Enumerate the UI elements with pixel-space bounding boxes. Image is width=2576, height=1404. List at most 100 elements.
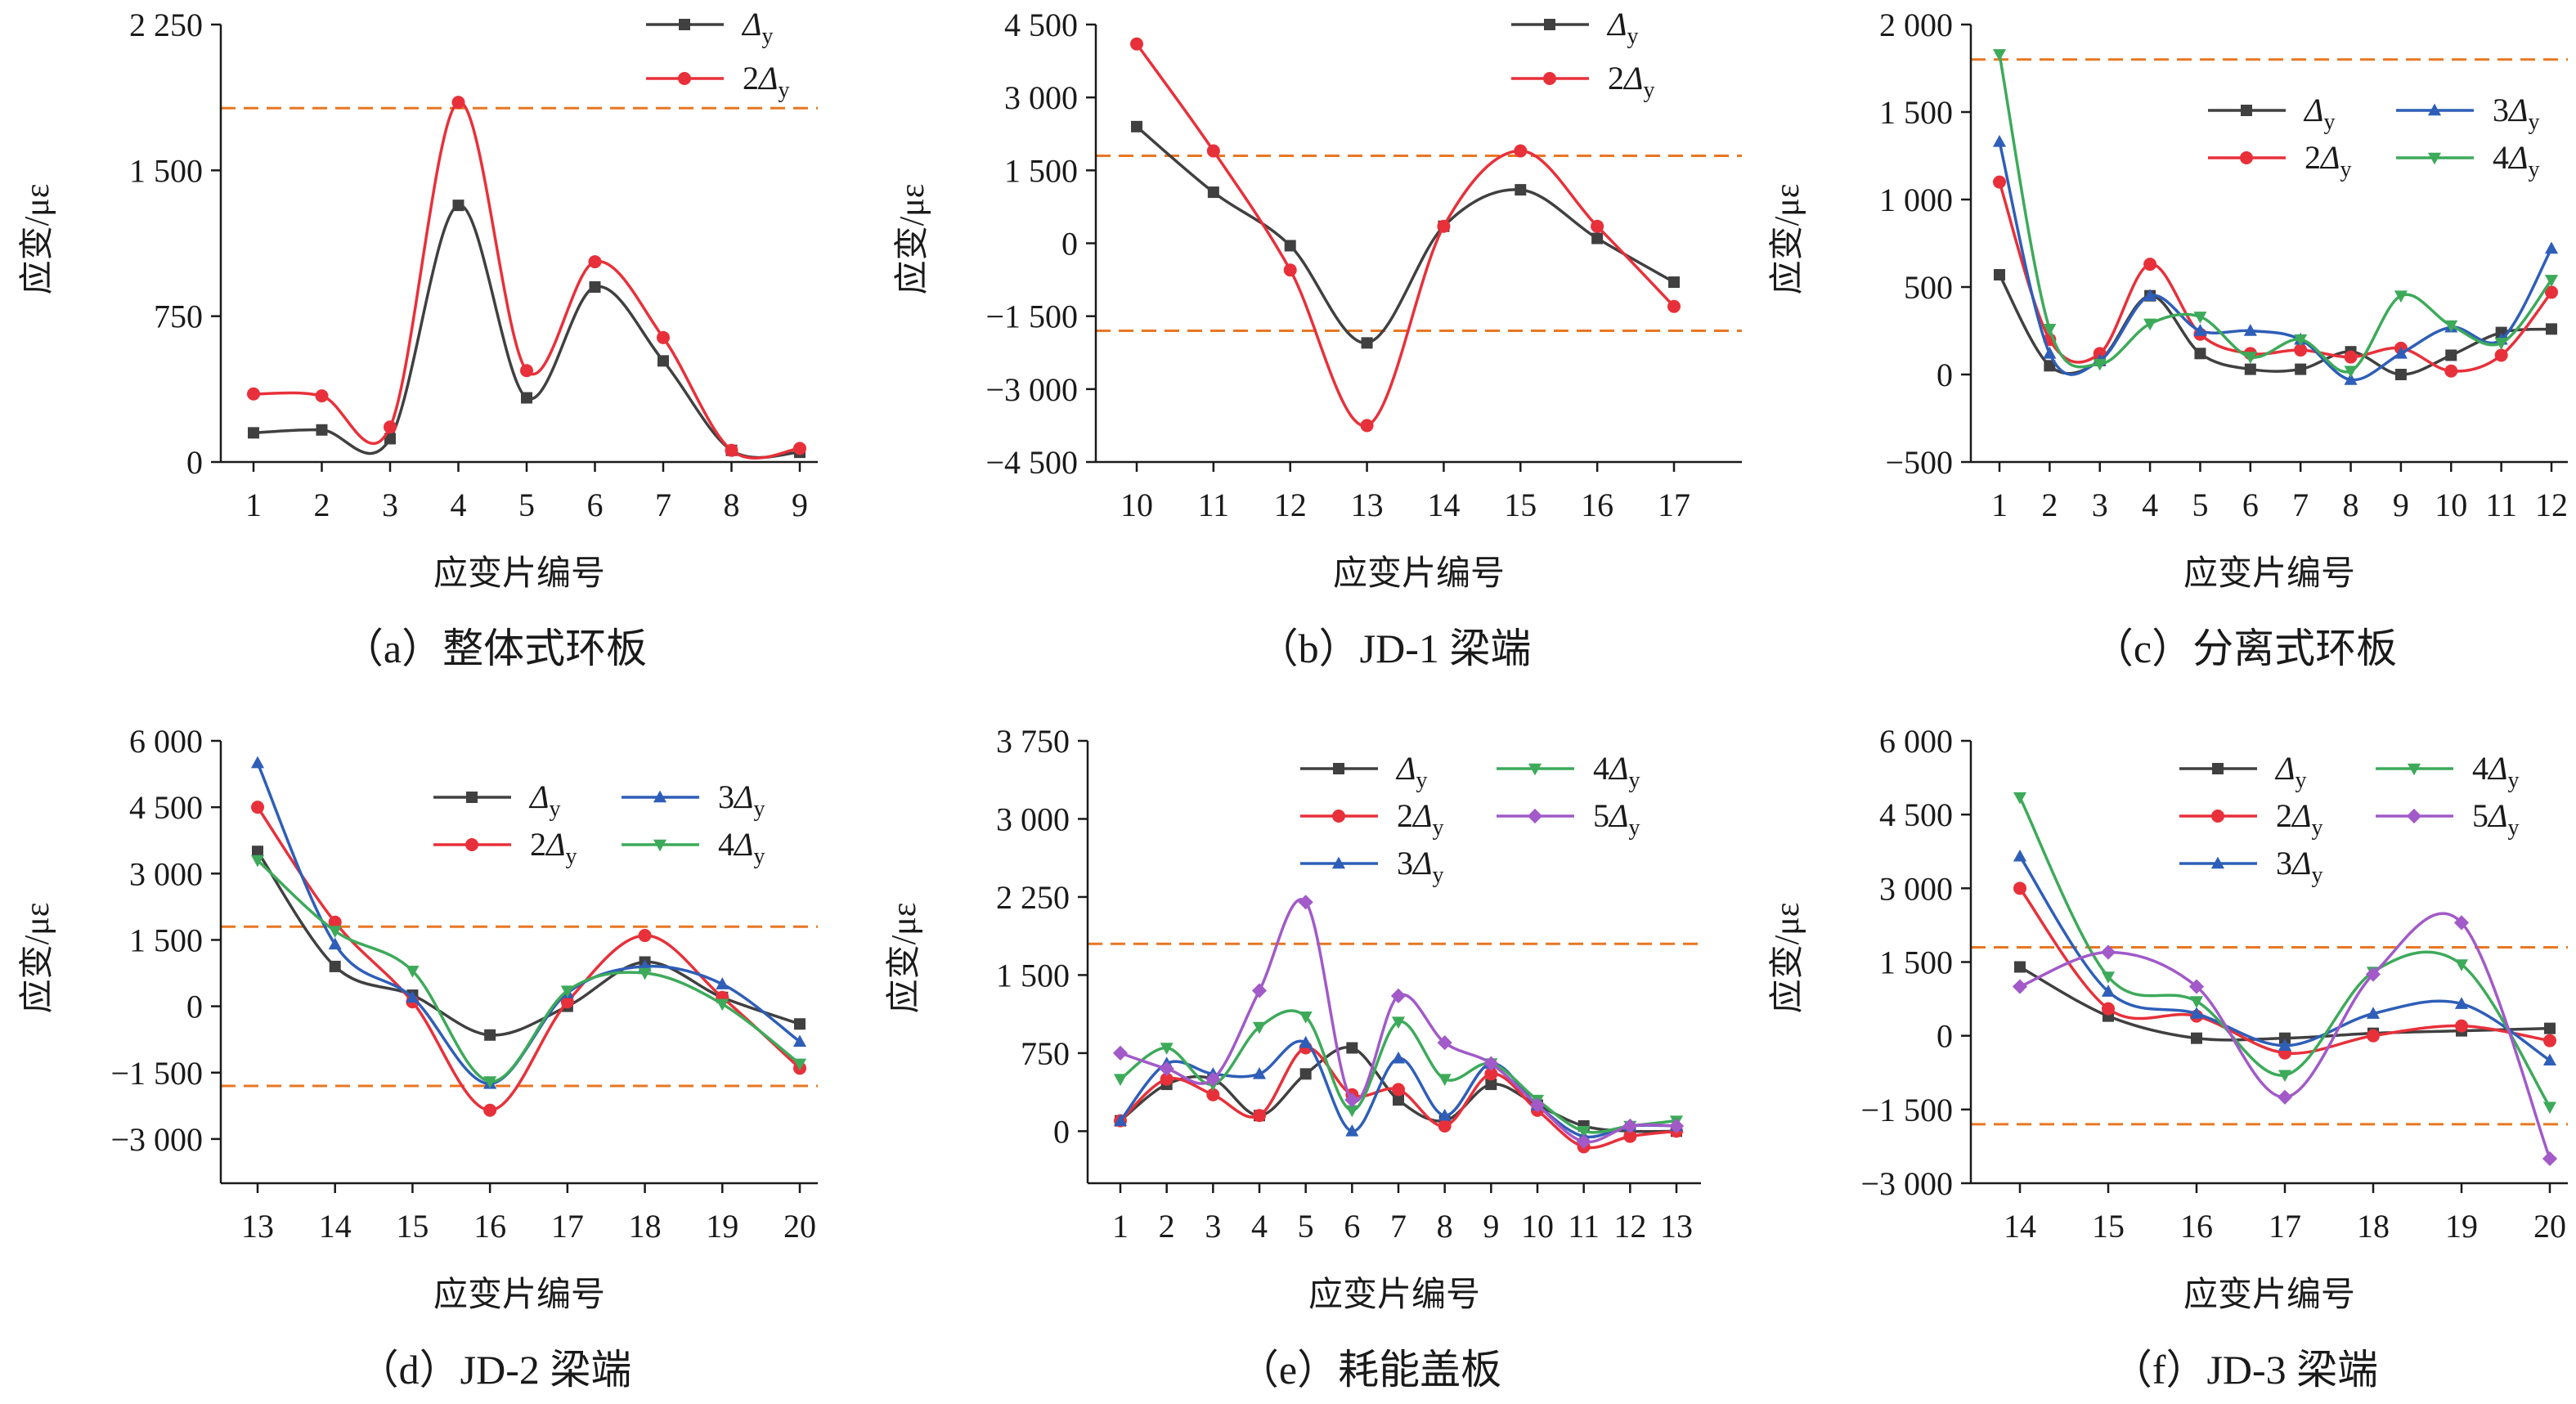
data-point <box>2344 366 2358 379</box>
legend-marker <box>653 790 667 803</box>
data-point <box>1391 1016 1406 1029</box>
data-point <box>1206 144 1220 158</box>
data-point <box>1392 1083 1405 1097</box>
y-axis-title: 应变/με <box>1768 903 1806 1014</box>
legend-label: Δy <box>1395 750 1427 793</box>
data-point <box>1284 240 1296 252</box>
x-tick-label: 11 <box>2485 487 2517 523</box>
data-point <box>2294 343 2308 357</box>
x-tick-label: 3 <box>1205 1208 1221 1245</box>
y-tick-label: 6 000 <box>1879 723 1953 760</box>
x-tick-label: 11 <box>1198 487 1230 523</box>
data-point <box>328 926 342 939</box>
data-point <box>2545 285 2558 299</box>
data-point <box>560 995 574 1009</box>
series-3dy <box>2013 849 2557 1066</box>
data-point <box>2455 1019 2468 1033</box>
data-point <box>2243 324 2257 336</box>
data-point <box>1438 1108 1452 1121</box>
y-tick-label: 1 500 <box>1879 94 1953 131</box>
x-tick-label: 8 <box>724 487 740 523</box>
series-line <box>1135 43 1676 428</box>
y-tick-label: −1 500 <box>985 298 1078 335</box>
legend-label: 2Δy <box>2304 139 2351 182</box>
data-point <box>1251 983 1268 998</box>
data-point <box>2544 275 2559 287</box>
y-tick-label: 4 500 <box>1879 796 1953 833</box>
legend-marker <box>1331 856 1346 869</box>
x-tick-label: 17 <box>551 1208 584 1245</box>
data-point <box>451 96 465 110</box>
x-axis-title: 应变片编号 <box>433 1276 605 1314</box>
chart-d: −3 000 −1 500 0 1 500 3 000 4 500 6 000 13 14 15 1… <box>18 723 818 1393</box>
data-point <box>716 998 729 1012</box>
data-point <box>1668 1118 1685 1134</box>
chart-a: 0 750 1 500 2 250 1 2 3 4 5 6 7 8 9 应变片编号 应变/με （a）整体式环… <box>18 6 818 671</box>
y-tick-label: −500 <box>1885 444 1953 481</box>
x-tick-label: 18 <box>629 1208 662 1245</box>
legend-label: 3Δy <box>2276 845 2322 888</box>
x-tick-label: 8 <box>2343 487 2359 523</box>
data-point <box>2294 334 2308 347</box>
series-line <box>253 101 801 460</box>
data-point <box>716 977 729 989</box>
legend-item: 3Δy <box>1300 845 1443 888</box>
data-point <box>2013 792 2027 805</box>
data-point <box>1992 134 2007 147</box>
y-tick-label: 3 000 <box>996 801 1070 837</box>
legend-marker <box>2241 105 2252 116</box>
data-point <box>1992 49 2007 61</box>
data-point <box>2101 985 2116 997</box>
data-point <box>2043 324 2057 336</box>
x-tick-label: 5 <box>1298 1208 1314 1245</box>
x-tick-label: 14 <box>319 1208 352 1245</box>
data-point <box>1515 184 1527 196</box>
y-tick-label: 0 <box>186 444 203 481</box>
legend-item: 2Δy <box>646 60 789 103</box>
data-point <box>328 915 342 929</box>
legend-label: Δy <box>1606 6 1638 49</box>
data-point <box>2454 959 2469 971</box>
x-tick-label: 15 <box>396 1208 429 1245</box>
data-point <box>2101 971 2116 984</box>
x-tick-label: 4 <box>2142 487 2158 523</box>
legend-item: 2Δy <box>2208 139 2351 182</box>
data-point <box>2344 373 2358 385</box>
series-4dy <box>250 855 807 1088</box>
x-tick-label: 4 <box>451 487 467 523</box>
x-tick-label: 10 <box>2435 487 2467 523</box>
data-point <box>2453 915 2470 931</box>
data-point <box>2543 1034 2556 1047</box>
y-axis-title: 应变/με <box>18 184 56 295</box>
legend-marker <box>1544 19 1555 30</box>
legend-label: 2Δy <box>1397 797 1443 841</box>
figure-caption: （e）耗能盖板 <box>1238 1347 1501 1393</box>
legend-marker <box>2210 856 2225 869</box>
legend-item: 4Δy <box>2396 139 2539 182</box>
data-point <box>2100 944 2116 960</box>
legend-label: 2Δy <box>743 60 789 103</box>
legend-label: Δy <box>741 6 773 49</box>
series-4dy <box>1992 49 2559 379</box>
data-point <box>1390 988 1407 1003</box>
series-line <box>1998 274 2552 376</box>
series-line <box>1120 898 1677 1144</box>
x-tick-label: 6 <box>2242 487 2259 523</box>
x-tick-label: 2 <box>314 487 330 523</box>
x-tick-label: 10 <box>1521 1208 1554 1245</box>
data-point <box>1361 337 1373 349</box>
y-tick-label: −1 500 <box>1860 1092 1953 1128</box>
data-point <box>484 1029 496 1041</box>
data-point <box>638 967 652 980</box>
data-point <box>792 1034 807 1047</box>
data-point <box>483 1103 497 1117</box>
legend-marker <box>2211 810 2224 823</box>
data-point <box>1344 1092 1360 1108</box>
legend-marker <box>466 792 478 803</box>
legend-label: 5Δy <box>1593 797 1640 841</box>
data-point <box>1576 1133 1591 1150</box>
y-tick-label: −1 500 <box>110 1055 203 1092</box>
x-tick-label: 15 <box>2092 1208 2125 1245</box>
y-tick-label: 3 000 <box>1004 79 1078 116</box>
